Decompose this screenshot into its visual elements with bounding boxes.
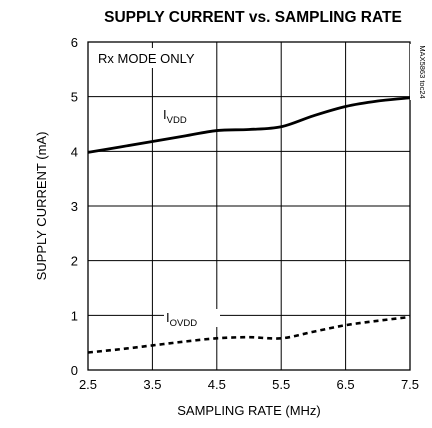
y-tick-labels: 0 1 2 3 4 5 6 [71,35,78,378]
y-axis-label: SUPPLY CURRENT (mA) [34,132,49,281]
x-tick-labels: 2.5 3.5 4.5 5.5 6.5 7.5 [79,377,419,392]
x-axis-label: SAMPLING RATE (MHz) [177,403,321,418]
x-tick-label: 3.5 [143,377,161,392]
x-tick-label: 5.5 [272,377,290,392]
series-label-ivdd-sub: VDD [167,115,187,126]
mode-annotation: Rx MODE ONLY [98,51,195,66]
series-label-ivdd-main: I [163,107,167,122]
plot-frame [87,41,411,371]
part-number: MAX5863 toc24 [418,45,427,98]
x-tick-label: 2.5 [79,377,97,392]
chart-title: SUPPLY CURRENT vs. SAMPLING RATE [104,9,402,26]
annotation-bg [94,48,210,68]
x-tick-label: 7.5 [401,377,419,392]
series-label-iovdd-sub: OVDD [170,318,198,329]
y-tick-label: 5 [71,90,78,105]
series-lines [87,96,411,354]
y-tick-label: 4 [71,144,78,159]
x-tick-label: 4.5 [208,377,226,392]
y-tick-label: 3 [71,199,78,214]
partno-bg [410,44,424,100]
y-tick-label: 6 [71,35,78,50]
x-tick-label: 6.5 [337,377,355,392]
y-tick-label: 0 [71,363,78,378]
series-label-iovdd: IOVDD [166,310,197,329]
series-line-vdd [87,96,411,154]
grid [87,41,411,371]
iovdd-label-bg [164,309,220,327]
series-label-ivdd: IVDD [163,107,187,126]
y-tick-label: 1 [71,308,78,323]
series-label-iovdd-main: I [166,310,170,325]
series-line-ovdd [87,315,411,354]
y-tick-label: 2 [71,254,78,269]
